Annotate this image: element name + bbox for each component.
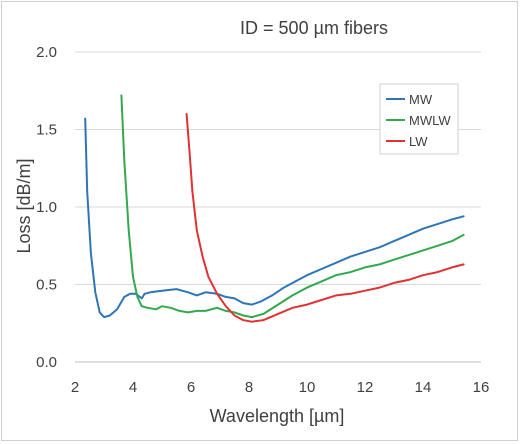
series-line-mw bbox=[84, 117, 465, 319]
legend-label-mwlw: MWLW bbox=[409, 113, 451, 128]
grid bbox=[75, 51, 481, 363]
x-tick-label: 14 bbox=[415, 379, 432, 396]
x-tick-label: 2 bbox=[71, 379, 79, 396]
y-axis-title: Loss [dB/m] bbox=[14, 158, 34, 253]
y-tick-label: 0.5 bbox=[36, 277, 57, 294]
y-tick-label: 2.0 bbox=[36, 44, 57, 61]
y-tick-label: 1.0 bbox=[36, 199, 57, 216]
series-group bbox=[84, 94, 465, 323]
x-tick-label: 4 bbox=[129, 379, 137, 396]
legend-label-mw: MW bbox=[409, 92, 433, 107]
legend-label-lw: LW bbox=[409, 134, 428, 149]
series-line-lw bbox=[185, 113, 465, 323]
x-tick-label: 10 bbox=[299, 379, 316, 396]
series-line-mwlw bbox=[120, 94, 465, 319]
y-tick-label: 0.0 bbox=[36, 354, 57, 371]
chart-title: ID = 500 µm fibers bbox=[240, 18, 388, 38]
x-tick-labels: 2 4 6 8 10 12 14 16 bbox=[71, 379, 490, 396]
legend: MW MWLW LW bbox=[379, 83, 459, 155]
x-tick-label: 12 bbox=[357, 379, 374, 396]
y-tick-labels: 0.0 0.5 1.0 1.5 2.0 bbox=[36, 44, 57, 371]
x-tick-label: 16 bbox=[473, 379, 490, 396]
x-tick-label: 8 bbox=[245, 379, 253, 396]
x-axis-title: Wavelength [µm] bbox=[210, 406, 345, 426]
x-tick-label: 6 bbox=[187, 379, 195, 396]
y-tick-label: 1.5 bbox=[36, 122, 57, 139]
